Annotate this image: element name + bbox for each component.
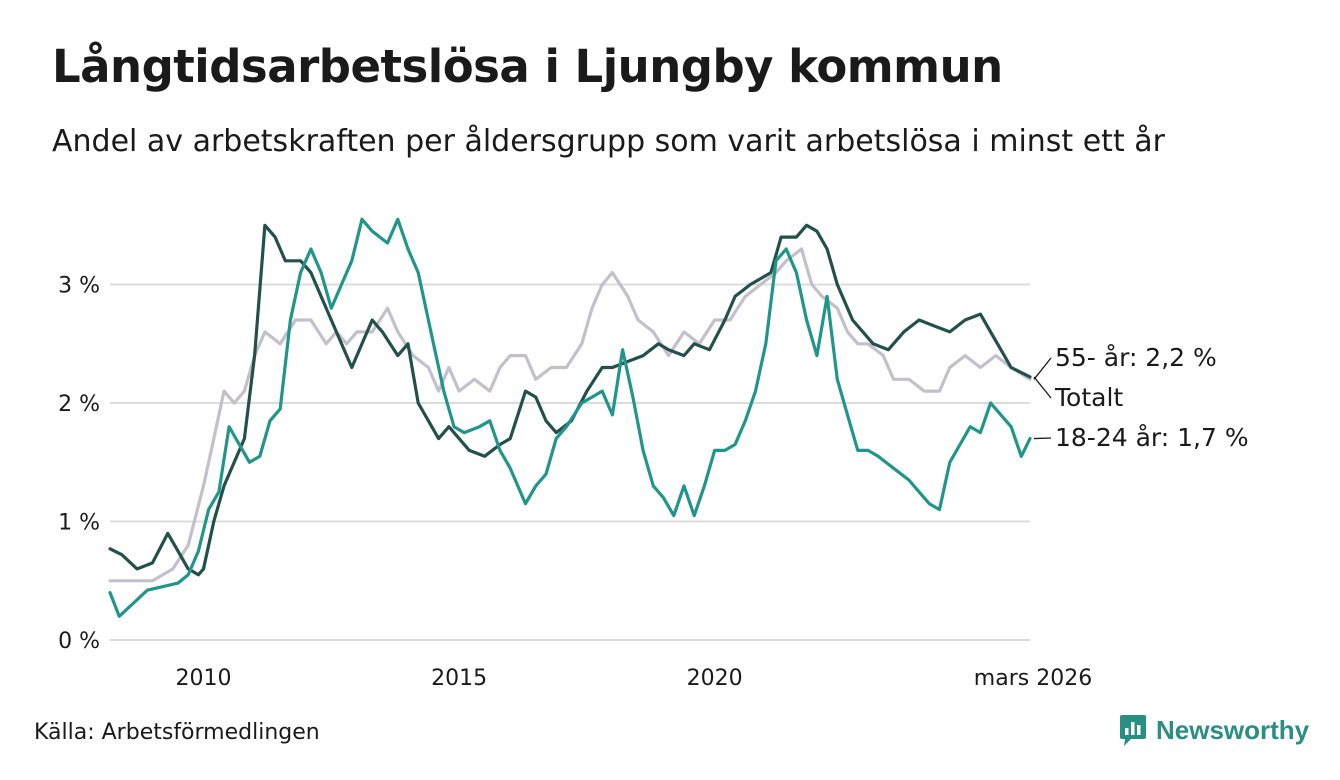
y-tick-label: 3 % bbox=[58, 274, 100, 299]
bar-chart-logo-icon bbox=[1120, 715, 1146, 746]
y-tick-label: 0 % bbox=[58, 629, 100, 654]
source-note: Källa: Arbetsförmedlingen bbox=[34, 720, 320, 745]
y-tick-label: 1 % bbox=[58, 511, 100, 536]
series-line bbox=[108, 217, 1032, 618]
end-labels: 55- år: 2,2 % Totalt 18-24 år: 1,7 % bbox=[1033, 343, 1249, 452]
brand-name: Newsworthy bbox=[1156, 714, 1310, 745]
gridlines bbox=[110, 283, 1030, 641]
series-end-label: 18-24 år: 1,7 % bbox=[1055, 423, 1249, 452]
x-tick-label: 2010 bbox=[176, 666, 232, 691]
label-connector bbox=[1033, 437, 1052, 440]
y-tick-label: 2 % bbox=[58, 392, 100, 417]
x-tick-label: 2015 bbox=[431, 666, 487, 691]
x-tick-label: 2020 bbox=[687, 666, 743, 691]
label-connector bbox=[1033, 376, 1052, 399]
x-axis-ticks: 2010 2015 2020 mars 2026 bbox=[176, 666, 1093, 691]
brand-logo[interactable]: Newsworthy bbox=[1118, 712, 1309, 748]
label-connector bbox=[1033, 357, 1052, 380]
chart-title: Långtidsarbetslösa i Ljungby kommun bbox=[52, 40, 1003, 93]
series-lines bbox=[108, 217, 1032, 618]
chart-subtitle: Andel av arbetskraften per åldersgrupp s… bbox=[52, 124, 1165, 159]
series-end-label: Totalt bbox=[1054, 383, 1123, 412]
series-line bbox=[108, 223, 1032, 577]
series-end-label: 55- år: 2,2 % bbox=[1055, 343, 1217, 372]
y-axis-ticks: 0 % 1 % 2 % 3 % bbox=[58, 274, 100, 655]
series-line bbox=[108, 247, 1032, 583]
x-tick-label: mars 2026 bbox=[974, 666, 1092, 691]
